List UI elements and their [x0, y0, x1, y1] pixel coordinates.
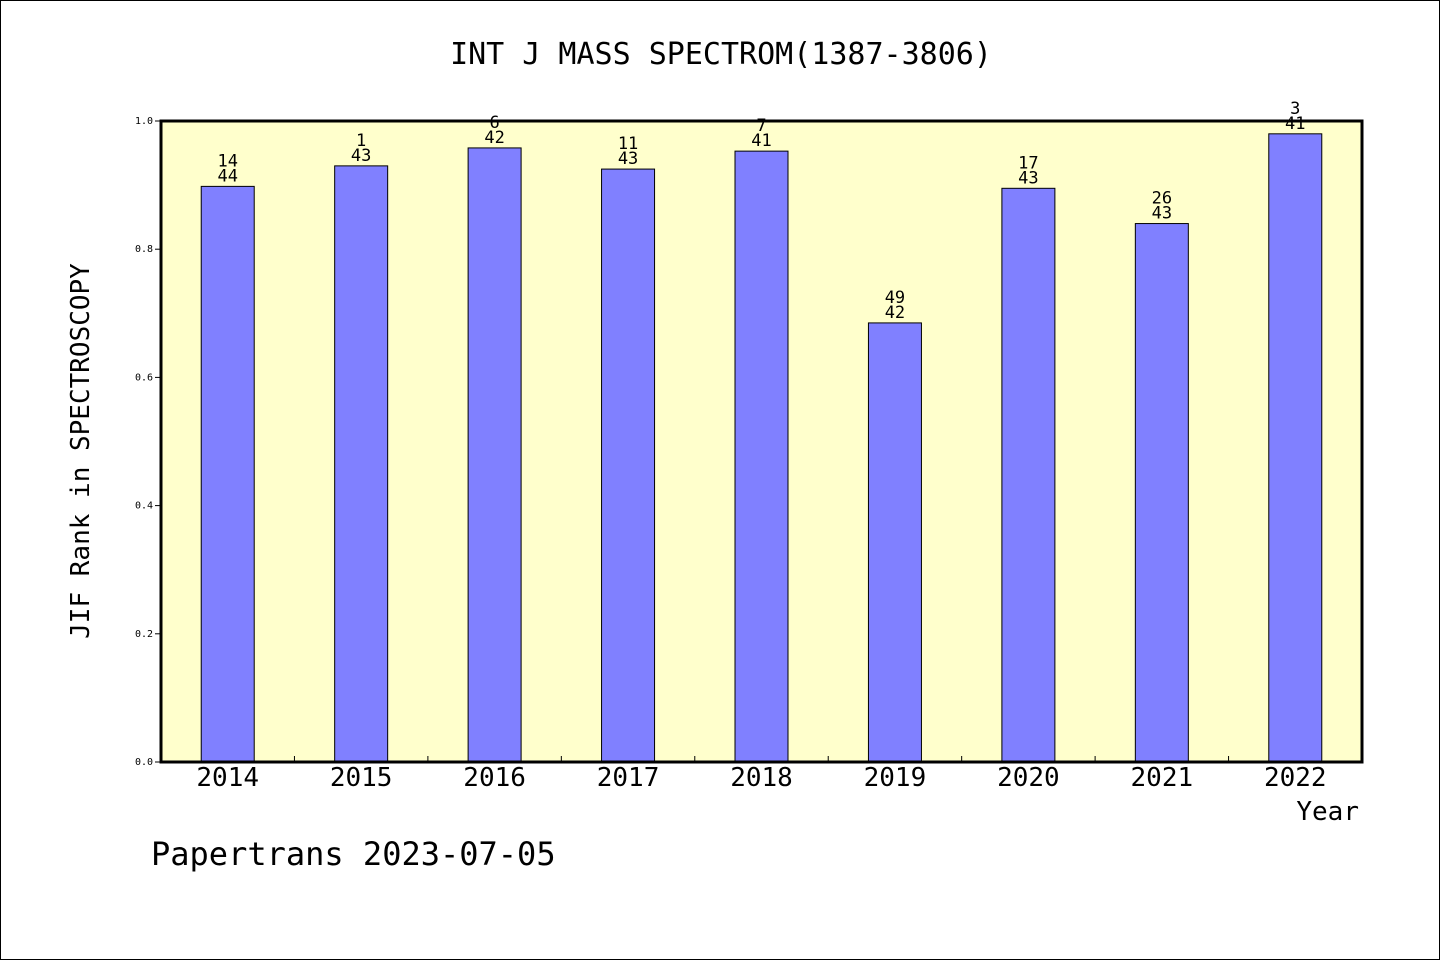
- bar-2015: [334, 165, 389, 763]
- bar-rank-label: 26: [1152, 189, 1172, 209]
- bar-rank-label: 49: [885, 288, 905, 308]
- bar-2020: [1001, 187, 1056, 763]
- bar-total-label: 42: [484, 128, 504, 148]
- x-tick-label: 2015: [330, 763, 393, 793]
- y-tick-label: 0.0: [135, 757, 153, 768]
- plot-border: [159, 119, 1364, 764]
- bar-total-label: 43: [1018, 168, 1038, 188]
- bar-2022: [1268, 133, 1323, 763]
- bar-rank-label: 11: [618, 134, 638, 154]
- x-tick-label: 2022: [1264, 763, 1327, 793]
- bar-total-label: 43: [618, 149, 638, 169]
- bar-2017: [601, 168, 656, 763]
- x-tick-label: 2020: [997, 763, 1060, 793]
- bar-rank-label: 14: [217, 151, 237, 171]
- bar-2018: [734, 150, 789, 763]
- x-tick-label: 2021: [1131, 763, 1194, 793]
- y-tick-label: 0.8: [135, 244, 153, 255]
- y-tick-label: 0.6: [135, 372, 153, 383]
- bar-2019: [867, 322, 922, 763]
- bar-rank-label: 3: [1290, 99, 1300, 119]
- bar-total-label: 43: [351, 146, 371, 166]
- bar-rank-label: 6: [489, 113, 499, 133]
- x-axis-label: Year: [1296, 797, 1359, 827]
- bar-2021: [1134, 223, 1189, 763]
- x-tick-label: 2014: [196, 763, 259, 793]
- y-tick-label: 0.2: [135, 629, 153, 640]
- x-tick-label: 2018: [730, 763, 793, 793]
- bar-total-label: 44: [217, 166, 237, 186]
- x-tick-label: 2017: [597, 763, 660, 793]
- bar-rank-label: 7: [756, 116, 766, 136]
- footer-credit: Papertrans 2023-07-05: [151, 835, 556, 873]
- bar-total-label: 41: [751, 131, 771, 151]
- bar-2014: [200, 185, 255, 763]
- bar-total-label: 41: [1285, 114, 1305, 134]
- bar-rank-label: 1: [356, 131, 366, 151]
- bar-total-label: 43: [1152, 204, 1172, 224]
- x-tick-label: 2016: [463, 763, 526, 793]
- chart-title: INT J MASS SPECTROM(1387-3806): [450, 37, 992, 72]
- bar-2016: [467, 147, 522, 763]
- bar-total-label: 42: [885, 303, 905, 323]
- y-tick-label: 1.0: [135, 116, 153, 127]
- bar-rank-label: 17: [1018, 153, 1038, 173]
- x-tick-label: 2019: [864, 763, 927, 793]
- y-tick-label: 0.4: [135, 501, 153, 512]
